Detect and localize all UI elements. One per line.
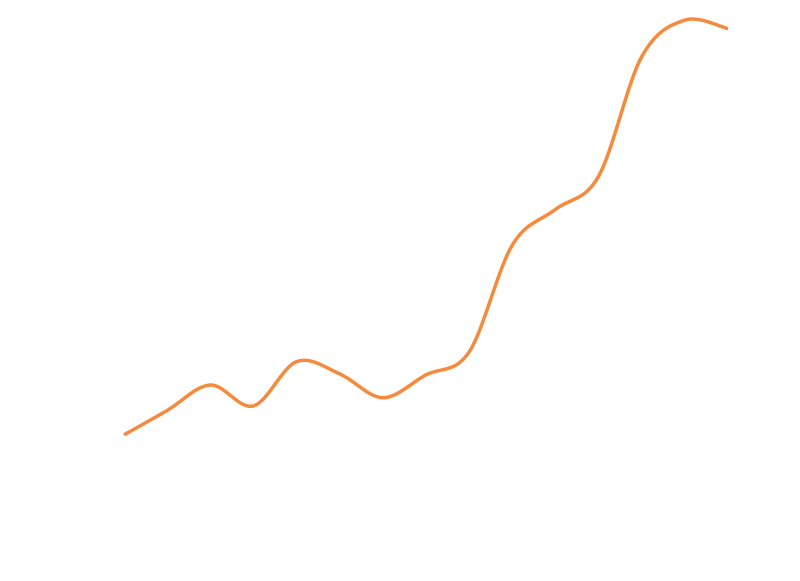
data-point bbox=[338, 372, 342, 376]
data-point bbox=[295, 360, 299, 364]
data-point bbox=[381, 396, 385, 400]
data-point bbox=[683, 18, 687, 22]
data-point bbox=[424, 373, 428, 377]
data-point bbox=[251, 404, 255, 408]
data-point bbox=[640, 55, 644, 59]
data-point bbox=[122, 433, 126, 437]
data-point bbox=[467, 350, 471, 354]
series-line-0 bbox=[123, 17, 729, 437]
data-point bbox=[726, 27, 730, 31]
data-point bbox=[597, 174, 601, 178]
data-point bbox=[165, 408, 169, 412]
data-point bbox=[553, 207, 557, 211]
plot-area bbox=[122, 17, 730, 437]
data-point bbox=[208, 383, 212, 387]
data-point bbox=[510, 243, 514, 247]
